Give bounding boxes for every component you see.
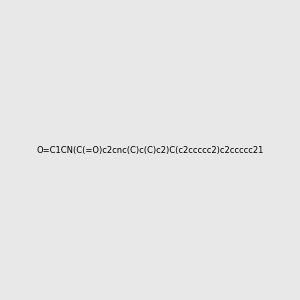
Text: O=C1CN(C(=O)c2cnc(C)c(C)c2)C(c2ccccc2)c2ccccc21: O=C1CN(C(=O)c2cnc(C)c(C)c2)C(c2ccccc2)c2… <box>36 146 264 154</box>
